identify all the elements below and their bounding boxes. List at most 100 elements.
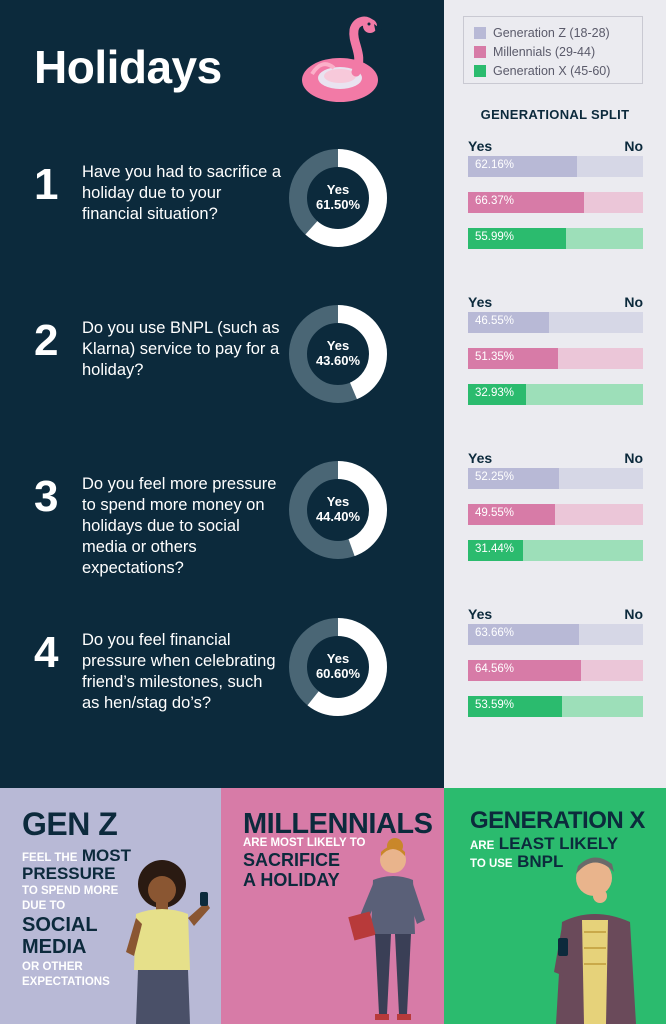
no-label: No <box>624 450 643 466</box>
question-number: 1 <box>34 160 59 209</box>
millennials-line3: A HOLIDAY <box>243 870 340 890</box>
legend-item-genz: Generation Z (18-28) <box>474 23 632 42</box>
donut-chart <box>289 305 387 403</box>
split-bar-value: 66.37% <box>475 195 515 207</box>
donut-yes-label: Yes <box>326 338 350 353</box>
legend-swatch <box>474 45 486 58</box>
donut-yes-arc <box>289 618 387 716</box>
donut-label: Yes 44.40% <box>288 494 388 524</box>
split-bar-fill <box>468 192 585 213</box>
donut-yes-label: Yes <box>326 651 350 666</box>
split-bar-fill <box>468 312 550 333</box>
legend-label: Generation Z (18-28) <box>493 25 610 40</box>
genx-panel: GENERATION X ARE LEAST LIKELY TO USE BNP… <box>444 788 666 1024</box>
page-title: Holidays <box>34 41 222 93</box>
donut-yes-arc <box>289 305 387 403</box>
donut-yes-label: Yes <box>326 494 350 509</box>
yes-label: Yes <box>468 138 493 154</box>
millennials-heading: MILLENNIALS <box>243 808 433 840</box>
split-bar-value: 32.93% <box>475 387 515 399</box>
question-text: Do you feel more pressure to spend more … <box>82 475 277 577</box>
yes-no-header: Yes No <box>468 138 643 156</box>
genz-person-illustration <box>126 860 210 1024</box>
no-label: No <box>624 606 643 622</box>
genz-panel: GEN Z FEEL THE MOST PRESSURE TO SPEND MO… <box>0 788 221 1024</box>
yes-label: Yes <box>468 450 493 466</box>
yes-no-header: Yes No <box>468 606 643 624</box>
split-bar: 31.44% <box>468 540 643 561</box>
split-bar-fill <box>468 504 555 525</box>
genx-line1: ARE LEAST LIKELY <box>470 834 619 853</box>
donut-yes-label: Yes <box>326 182 350 197</box>
yes-no-header: Yes No <box>468 294 643 312</box>
donut-chart <box>289 461 387 559</box>
split-bar: 53.59% <box>468 696 643 717</box>
donut-yes-value: 60.60% <box>315 666 361 681</box>
split-bar-fill <box>468 384 526 405</box>
donut-label: Yes 60.60% <box>288 651 388 681</box>
genz-line7: OR OTHER <box>22 961 83 973</box>
genz-line3: TO SPEND MORE <box>22 885 119 897</box>
split-bar-value: 49.55% <box>475 507 515 519</box>
split-bar: 51.35% <box>468 348 643 369</box>
question-number: 3 <box>34 472 59 521</box>
question-number: 4 <box>34 628 59 677</box>
split-bar-fill <box>468 156 577 177</box>
split-bar: 49.55% <box>468 504 643 525</box>
split-bar: 62.16% <box>468 156 643 177</box>
split-bar: 63.66% <box>468 624 643 645</box>
split-bar-fill <box>468 468 560 489</box>
genz-line6: MEDIA <box>22 936 87 958</box>
split-bar-value: 46.55% <box>475 315 515 327</box>
genx-line2: TO USE BNPL <box>470 852 564 871</box>
split-bar-fill <box>468 228 566 249</box>
millennials-panel: MILLENNIALS ARE MOST LIKELY TO SACRIFICE… <box>221 788 444 1024</box>
question-text: Do you use BNPL (such as Klarna) service… <box>82 319 280 379</box>
split-bar-fill <box>468 624 580 645</box>
genx-heading: GENERATION X <box>470 807 645 834</box>
flamingo-float-icon <box>302 16 382 102</box>
donut-yes-value: 44.40% <box>315 509 361 524</box>
split-bar-fill <box>468 696 562 717</box>
question-text: Have you had to sacrifice a holiday due … <box>82 163 282 223</box>
donut-chart <box>289 618 387 716</box>
millennials-line2: SACRIFICE <box>243 850 341 870</box>
legend-label: Generation X (45-60) <box>493 63 611 78</box>
yes-no-header: Yes No <box>468 450 643 468</box>
donut-yes-value: 43.60% <box>315 353 361 368</box>
no-label: No <box>624 294 643 310</box>
question-text: Do you feel financial pressure when cele… <box>82 631 276 712</box>
split-bar-value: 51.35% <box>475 351 515 363</box>
split-bar-value: 63.66% <box>475 627 515 639</box>
split-bar: 64.56% <box>468 660 643 681</box>
donut-yes-value: 61.50% <box>315 197 361 212</box>
genz-line5: SOCIAL <box>22 914 98 936</box>
legend-label: Millennials (29-44) <box>493 44 596 59</box>
genz-line8: EXPECTATIONS <box>22 976 110 988</box>
split-bar-fill <box>468 660 581 681</box>
question-number: 2 <box>34 316 59 365</box>
donut-label: Yes 61.50% <box>288 182 388 212</box>
donut-yes-arc <box>289 149 387 247</box>
split-bar-fill <box>468 540 524 561</box>
donut-chart <box>289 149 387 247</box>
split-bar-value: 62.16% <box>475 159 515 171</box>
legend: Generation Z (18-28) Millennials (29-44)… <box>463 16 643 84</box>
millennials-line1: ARE MOST LIKELY TO <box>243 837 366 849</box>
legend-item-genx: Generation X (45-60) <box>474 61 632 80</box>
legend-item-millennials: Millennials (29-44) <box>474 42 632 61</box>
yes-label: Yes <box>468 606 493 622</box>
genx-person-illustration <box>554 857 636 1024</box>
generational-split-title: GENERATIONAL SPLIT <box>480 107 630 122</box>
genz-line2: PRESSURE <box>22 864 116 883</box>
legend-swatch <box>474 64 486 77</box>
genz-line4: DUE TO <box>22 900 66 912</box>
split-bar-value: 55.99% <box>475 231 515 243</box>
split-bar: 66.37% <box>468 192 643 213</box>
split-bar-value: 64.56% <box>475 663 515 675</box>
split-bar-value: 53.59% <box>475 699 515 711</box>
legend-swatch <box>474 26 486 39</box>
yes-label: Yes <box>468 294 493 310</box>
split-bar: 55.99% <box>468 228 643 249</box>
donut-label: Yes 43.60% <box>288 338 388 368</box>
